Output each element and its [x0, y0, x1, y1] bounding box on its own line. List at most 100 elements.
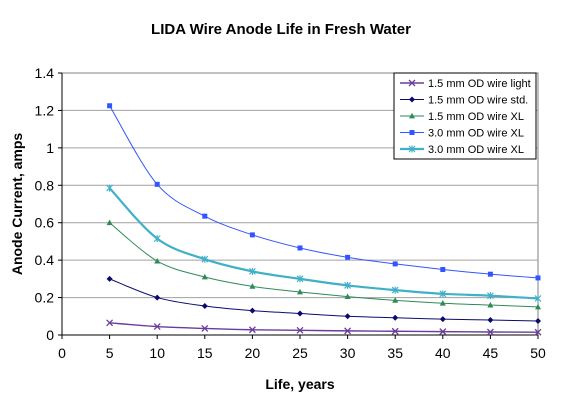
data-point [153, 323, 161, 331]
data-point [201, 273, 208, 280]
data-point [106, 219, 113, 226]
legend-item: 1.5 mm OD wire light [400, 78, 531, 90]
x-tick-label: 5 [106, 345, 114, 361]
data-point [439, 299, 446, 306]
data-point [202, 213, 208, 219]
data-point [486, 292, 494, 300]
series-4 [107, 103, 541, 281]
data-point [153, 235, 161, 243]
series-line [109, 322, 539, 333]
series-3 [106, 219, 541, 310]
legend-label: 3.0 mm OD wire XL [428, 144, 524, 156]
chart-title: LIDA Wire Anode Life in Fresh Water [151, 21, 411, 38]
series-line [109, 278, 539, 322]
data-point [535, 317, 541, 324]
x-tick-label: 30 [340, 345, 356, 361]
data-point [297, 310, 303, 317]
data-point [439, 290, 447, 298]
data-point [487, 317, 494, 324]
data-point [487, 271, 493, 277]
data-point [486, 328, 494, 336]
data-point [534, 328, 542, 336]
series-line [109, 222, 539, 308]
data-point [344, 327, 352, 335]
series-line [109, 105, 539, 279]
y-tick-label: 0.6 [35, 215, 55, 231]
y-tick-label: 1.2 [35, 102, 55, 118]
data-point [296, 326, 304, 334]
x-tick-label: 20 [245, 345, 261, 361]
legend-label: 1.5 mm OD wire light [428, 78, 531, 90]
data-point [106, 275, 113, 282]
data-point [392, 261, 398, 267]
data-point [408, 79, 416, 87]
series-layer [106, 103, 542, 336]
data-point [392, 297, 399, 303]
data-point [391, 327, 399, 335]
data-point [344, 313, 351, 320]
legend-label: 1.5 mm OD wire std. [428, 95, 528, 107]
data-point [344, 281, 352, 289]
data-point [409, 96, 415, 103]
y-tick-label: 1.4 [35, 65, 55, 81]
data-point [297, 245, 303, 251]
series-5 [106, 184, 542, 303]
data-point [154, 257, 161, 264]
data-point [534, 295, 542, 303]
data-point [408, 145, 416, 153]
x-tick-label: 25 [292, 345, 308, 361]
data-point [201, 302, 208, 309]
data-point [345, 254, 351, 260]
data-point [297, 288, 303, 295]
x-tick-label: 0 [58, 345, 66, 361]
data-point [409, 112, 415, 119]
data-point [154, 181, 160, 187]
data-point [535, 275, 541, 281]
y-tick-label: 0.4 [35, 252, 55, 268]
data-point [391, 286, 399, 294]
y-axis-title: Anode Current, amps [9, 133, 25, 276]
data-point [154, 294, 161, 301]
data-point [248, 326, 256, 334]
data-point [344, 293, 351, 300]
legend-label: 1.5 mm OD wire XL [428, 111, 524, 123]
legend-item: 3.0 mm OD wire XL [400, 128, 524, 140]
y-tick-label: 0 [46, 327, 54, 343]
series-2 [106, 275, 541, 324]
data-point [249, 232, 255, 238]
y-tick-label: 1 [46, 140, 54, 156]
x-tick-label: 40 [435, 345, 451, 361]
data-point [439, 316, 446, 323]
x-axis-title: Life, years [265, 376, 334, 392]
data-point [440, 267, 446, 272]
data-point [106, 319, 114, 327]
data-point [392, 314, 399, 321]
data-point [535, 303, 541, 310]
data-point [201, 255, 209, 263]
x-tick-label: 35 [387, 345, 403, 361]
data-point [249, 307, 256, 314]
axes: 0 0.2 0.4 0.6 0.8 1 1.2 1.4 0 5 10 15 20 25 30 35 40 45 50 [35, 65, 546, 361]
data-point [296, 275, 304, 283]
legend-item: 1.5 mm OD wire XL [400, 111, 524, 123]
x-tick-label: 15 [197, 345, 213, 361]
series-1 [106, 319, 542, 336]
legend-label: 3.0 mm OD wire XL [428, 128, 524, 140]
data-point [249, 283, 256, 289]
data-point [248, 267, 256, 275]
legend: 1.5 mm OD wire light 1.5 mm OD wire std. 1… [393, 72, 537, 160]
legend-item: 3.0 mm OD wire XL [400, 144, 524, 156]
data-point [106, 184, 114, 192]
data-point [487, 301, 494, 308]
y-tick-label: 0.2 [35, 290, 55, 306]
x-tick-label: 10 [149, 345, 165, 361]
x-tick-label: 50 [530, 345, 546, 361]
series-line [108, 187, 539, 300]
data-point [439, 328, 447, 336]
y-tick-label: 0.8 [35, 177, 55, 193]
data-point [409, 130, 415, 135]
data-point [107, 103, 113, 109]
x-tick-label: 45 [483, 345, 499, 361]
data-point [201, 324, 209, 332]
